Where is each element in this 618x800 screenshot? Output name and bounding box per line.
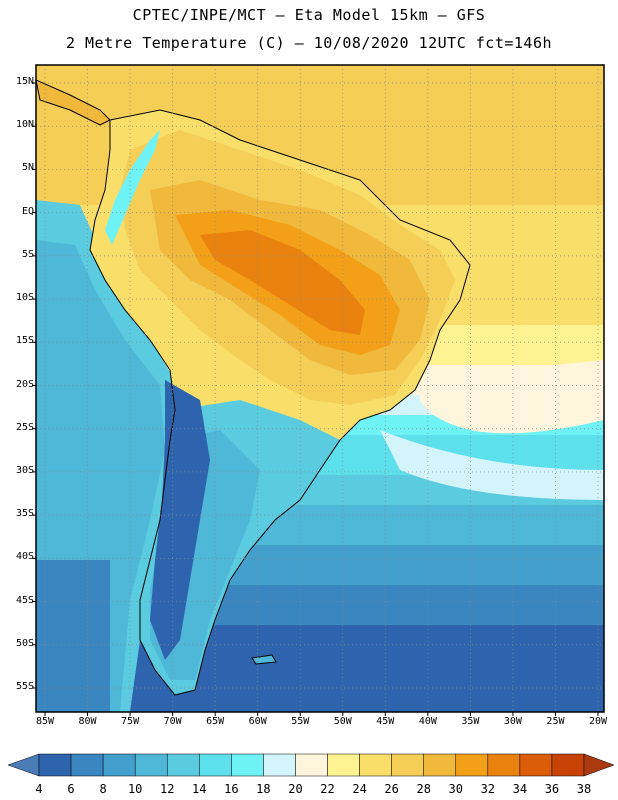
colorbar-swatch: [38, 753, 72, 777]
colorbar-tick-label: 26: [384, 782, 399, 796]
colorbar-tick-label: 36: [544, 782, 560, 796]
map-title: CPTEC/INPE/MCT – Eta Model 15km – GFS: [132, 6, 486, 24]
longitude-label: 85W: [35, 716, 55, 727]
colorbar-tick-label: 24: [352, 782, 367, 796]
longitude-label: 45W: [376, 716, 395, 727]
colorbar-swatch: [199, 753, 232, 777]
colorbar-tick-label: 30: [448, 782, 463, 796]
colorbar-tick-label: 14: [192, 782, 207, 796]
colorbar-tick-label: 10: [127, 782, 143, 796]
longitude-label: 35W: [461, 716, 480, 727]
map-frame: [35, 64, 605, 713]
longitude-label: 30W: [503, 716, 522, 727]
latitude-label: 10N: [15, 119, 34, 131]
latitude-label: EQ: [21, 205, 34, 217]
longitude-label: 65W: [206, 716, 225, 727]
longitude-label: 40W: [418, 716, 437, 727]
colorbar-tick-label: 18: [256, 782, 271, 796]
longitude-label: 20W: [588, 716, 608, 727]
colorbar-swatch: [134, 753, 168, 777]
longitude-label: 80W: [78, 716, 97, 727]
latitude-label: 45S: [15, 594, 34, 606]
colorbar-tick-label: 38: [576, 782, 592, 796]
colorbar-tick-label: 4: [35, 782, 43, 796]
colorbar-tick-label: 32: [480, 782, 496, 796]
latitude-label: 40S: [15, 551, 34, 563]
latitude-label: 25S: [15, 421, 34, 433]
colorbar-swatch: [231, 753, 264, 777]
latitude-label: 20S: [15, 378, 34, 390]
colorbar-tick-label: 22: [320, 782, 335, 796]
longitude-label: 75W: [121, 716, 140, 727]
colorbar-swatch: [166, 753, 200, 777]
colorbar-tick-label: 34: [512, 782, 528, 796]
longitude-label: 55W: [291, 716, 310, 727]
latitude-label: 35S: [15, 508, 34, 520]
latitude-label: 5S: [21, 248, 34, 260]
colorbar-tick-label: 12: [160, 782, 175, 796]
colorbar-tick-label: 16: [224, 782, 239, 796]
colorbar: [7, 753, 615, 777]
colorbar-swatch: [391, 753, 424, 777]
colorbar-high-arrow: [583, 753, 615, 777]
map-subtitle: 2 Metre Temperature (C) – 10/08/2020 12U…: [65, 34, 553, 52]
colorbar-tick-label: 20: [288, 782, 303, 796]
colorbar-swatch: [327, 753, 360, 777]
colorbar-low-arrow: [7, 753, 40, 777]
longitude-label: 60W: [248, 716, 267, 727]
latitude-label: 15N: [15, 76, 34, 87]
temperature-field: [36, 65, 604, 712]
latitude-label: 15S: [15, 335, 34, 347]
latitude-label: 55S: [15, 681, 34, 692]
latitude-label: 50S: [15, 637, 34, 649]
colorbar-swatch: [263, 753, 296, 777]
latitude-label: 30S: [15, 464, 34, 476]
longitude-label: 70W: [163, 716, 182, 727]
graticule: [32, 65, 604, 716]
colorbar-tick-label: 6: [67, 782, 75, 796]
colorbar-tick-label: 28: [416, 782, 431, 796]
colorbar-swatch: [551, 753, 585, 777]
longitude-label: 25W: [546, 716, 565, 727]
longitude-label: 50W: [333, 716, 352, 727]
colorbar-swatch: [359, 753, 392, 777]
colorbar-swatch: [455, 753, 489, 777]
latitude-label: 10S: [15, 292, 34, 304]
latitude-label: 5N: [21, 162, 34, 174]
colorbar-swatch: [487, 753, 521, 777]
colorbar-swatch: [519, 753, 553, 777]
colorbar-swatch: [70, 753, 104, 777]
colorbar-swatch: [102, 753, 136, 777]
colorbar-swatch: [295, 753, 328, 777]
colorbar-swatch: [423, 753, 457, 777]
colorbar-tick-label: 8: [99, 782, 107, 796]
